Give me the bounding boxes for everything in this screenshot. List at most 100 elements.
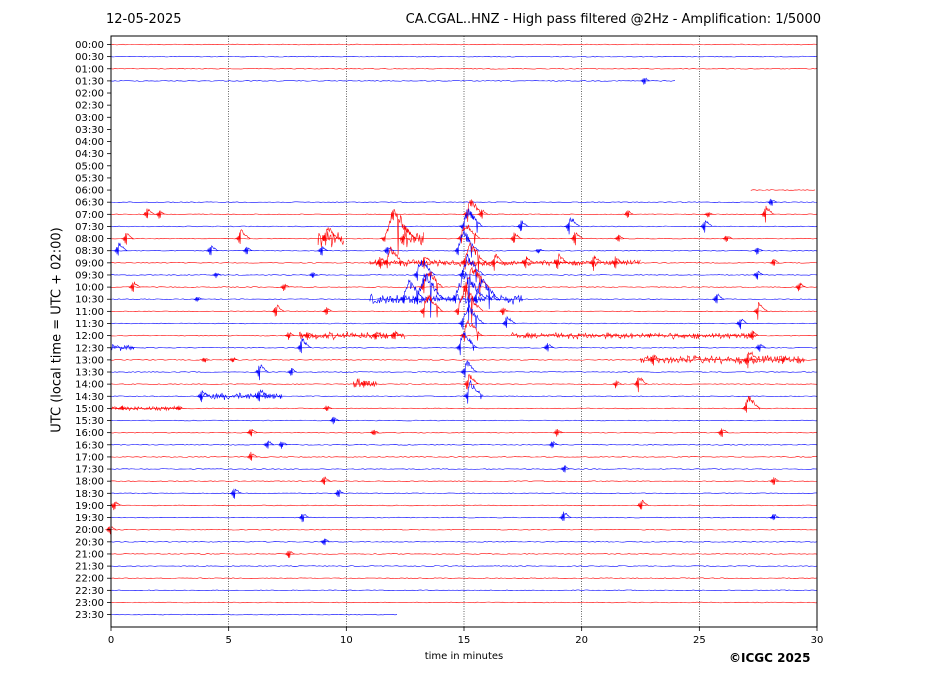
seismic-event — [371, 331, 383, 340]
trace-line — [110, 347, 818, 349]
x-tick-label: 15 — [458, 635, 471, 646]
seismic-event — [382, 246, 405, 269]
seismic-event — [460, 359, 478, 378]
trace-line — [750, 189, 816, 191]
seismic-event — [193, 296, 203, 302]
y-tick-label: 08:00 — [75, 234, 104, 245]
seismic-event — [246, 451, 258, 461]
seismic-event — [752, 302, 769, 320]
seismic-event — [633, 376, 648, 393]
seismic-event — [308, 272, 318, 278]
seismic-event — [242, 246, 253, 255]
seismic-event — [460, 242, 487, 272]
x-axis-label: time in minutes — [424, 651, 504, 662]
trace-row-1530 — [110, 419, 818, 422]
trace-line — [110, 541, 818, 543]
trace-line — [110, 80, 676, 82]
seismic-event — [459, 319, 483, 342]
copyright-text: ©ICGC 2025 — [729, 651, 811, 665]
y-tick-label: 00:30 — [75, 52, 104, 63]
chart-title: CA.CGAL..HNZ - High pass filtered @2Hz -… — [405, 12, 821, 27]
trace-line — [110, 553, 818, 555]
seismic-event — [121, 232, 134, 245]
seismic-event — [110, 501, 122, 511]
seismic-event — [263, 440, 275, 449]
trace-line — [110, 480, 818, 482]
seismic-event — [113, 242, 128, 256]
trace-line — [110, 237, 818, 240]
seismic-event — [155, 210, 166, 219]
y-tick-label: 21:30 — [75, 562, 104, 573]
seismic-event — [462, 379, 484, 404]
seismic-event — [712, 293, 725, 304]
seismic-event — [142, 208, 155, 219]
seismic-event — [254, 364, 269, 381]
trace-row-1300 — [110, 359, 818, 361]
y-tick-label: 03:00 — [75, 113, 104, 124]
seismic-event — [717, 428, 729, 437]
trace-row-2130 — [110, 565, 818, 567]
trace-burst — [317, 231, 344, 248]
trace-line — [110, 565, 818, 567]
seismic-event — [754, 343, 766, 352]
trace-row-0700 — [110, 213, 818, 216]
trace-burst — [400, 230, 424, 248]
seismic-event — [174, 405, 184, 411]
trace-line — [110, 444, 818, 446]
trace-line — [110, 589, 818, 592]
trace-line — [110, 456, 818, 458]
seismic-event — [520, 256, 534, 269]
seismic-event — [398, 226, 416, 246]
seismic-event — [559, 511, 572, 521]
trace-line — [110, 395, 818, 397]
seismic-event — [322, 405, 333, 411]
seismic-event — [277, 441, 288, 449]
trace-line — [110, 577, 818, 579]
seismic-event — [284, 550, 295, 558]
y-tick-label: 07:30 — [75, 222, 104, 233]
y-tick-label: 22:00 — [75, 574, 104, 585]
y-tick-label: 17:00 — [75, 452, 104, 463]
y-tick-label: 15:00 — [75, 404, 104, 415]
y-tick-label: 00:00 — [75, 40, 104, 51]
trace-row-0100 — [110, 68, 818, 70]
seismic-event — [287, 367, 297, 376]
trace-line — [110, 468, 818, 470]
trace-line — [110, 298, 818, 300]
y-tick-label: 01:00 — [75, 64, 104, 75]
trace-burst — [299, 331, 406, 341]
trace-row-0800 — [110, 237, 818, 240]
trace-line — [110, 322, 818, 325]
seismic-event — [254, 389, 269, 402]
seismic-event — [769, 259, 780, 266]
seismic-event — [228, 357, 238, 363]
x-tick-label: 0 — [108, 635, 114, 646]
y-tick-label: 03:30 — [75, 125, 104, 136]
seismic-event — [640, 77, 650, 85]
grid-lines — [228, 36, 700, 627]
trace-row-1730 — [110, 468, 818, 470]
seismic-event — [769, 514, 780, 521]
seismic-event — [459, 208, 483, 233]
seismic-event — [280, 283, 290, 291]
y-tick-label: 08:30 — [75, 246, 104, 257]
y-tick-label: 13:00 — [75, 355, 104, 366]
seismic-event — [200, 357, 210, 363]
trace-line — [110, 310, 818, 313]
trace-row-1400 — [110, 383, 818, 385]
seismic-event — [329, 416, 340, 425]
seismic-event — [743, 351, 759, 369]
trace-row-0830 — [110, 249, 818, 252]
trace-row-1700 — [110, 456, 818, 458]
seismic-event — [360, 380, 370, 388]
seismic-event — [735, 318, 748, 330]
x-tick-group: 0 5 10 15 20 25 30 — [108, 627, 823, 646]
trace-burst — [369, 259, 641, 268]
y-tick-label: 04:30 — [75, 149, 104, 160]
y-tick-label: 02:30 — [75, 101, 104, 112]
seismic-event — [722, 235, 733, 243]
trace-line — [110, 43, 818, 46]
trace-line — [110, 68, 818, 70]
